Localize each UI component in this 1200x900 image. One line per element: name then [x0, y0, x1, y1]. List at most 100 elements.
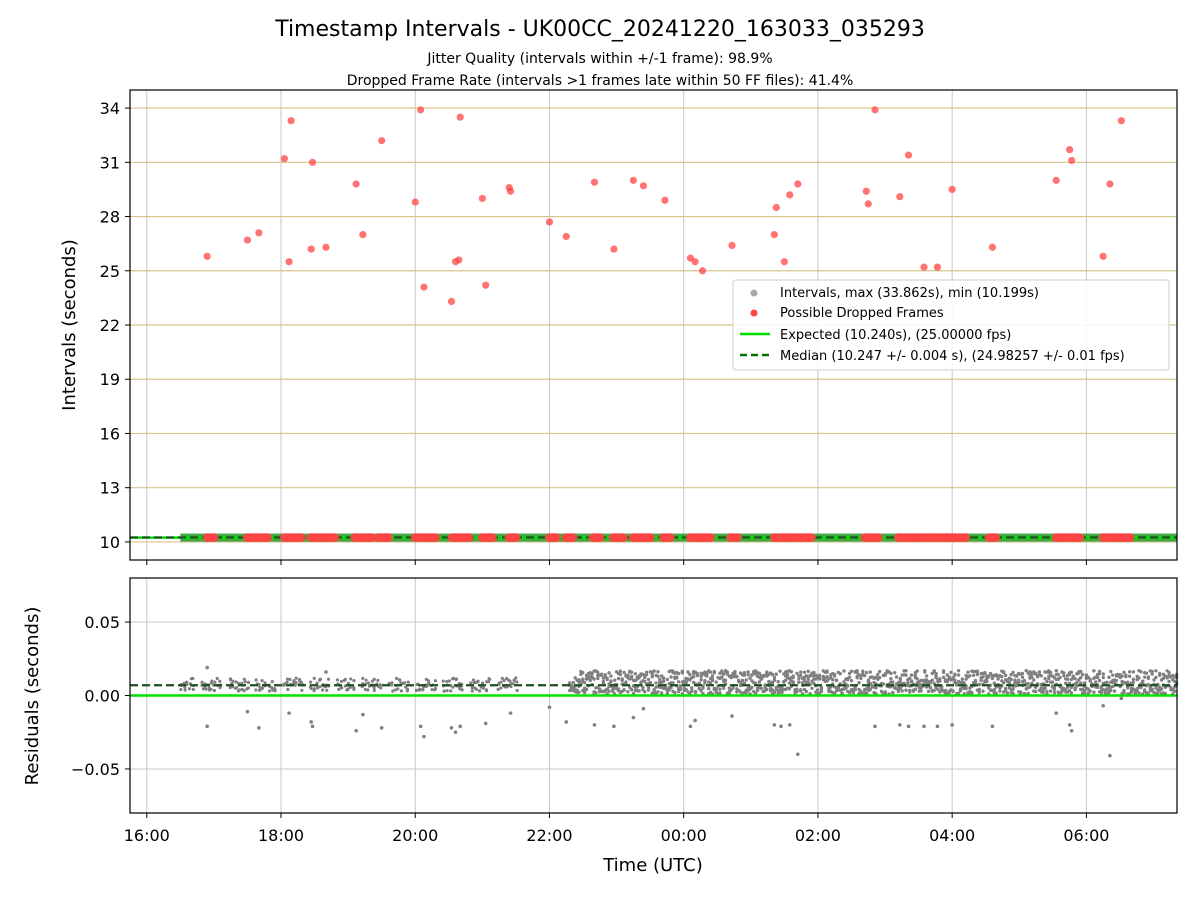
residual-point	[757, 680, 762, 684]
residual-point	[471, 678, 476, 682]
residual-point	[746, 673, 750, 677]
intervals-y-tick-label: 34	[100, 99, 120, 118]
residual-point	[714, 680, 718, 684]
dropped-frame-point	[1052, 176, 1060, 184]
residual-point	[971, 673, 976, 678]
residual-point	[1033, 671, 1038, 675]
residual-point	[1000, 675, 1004, 679]
residual-point	[396, 687, 400, 691]
residual-point	[643, 679, 647, 684]
residual-point	[1052, 687, 1057, 692]
residual-point	[1131, 680, 1136, 684]
residual-point	[836, 685, 841, 690]
residual-outlier-point	[730, 714, 734, 718]
residual-point	[857, 681, 861, 685]
dropped-frame-point	[411, 198, 419, 206]
legend-intervals-label: Intervals, max (33.862s), min (10.199s)	[780, 286, 1039, 301]
dropped-frame-point	[308, 158, 317, 166]
residual-point	[234, 680, 238, 684]
residual-outlier-point	[245, 709, 250, 714]
residual-point	[500, 676, 504, 680]
residual-point	[686, 670, 690, 674]
dropped-frame-point	[307, 245, 315, 253]
residual-point	[983, 671, 987, 676]
residual-point	[661, 679, 666, 683]
residual-point	[701, 686, 705, 690]
legend-median-label: Median (10.247 +/- 0.004 s), (24.98257 +…	[780, 349, 1125, 364]
residual-point	[209, 687, 213, 691]
residual-point	[312, 676, 316, 681]
residual-point	[938, 677, 942, 681]
residual-outlier-point	[205, 724, 209, 729]
residual-outlier-point	[547, 705, 552, 710]
residual-point	[286, 687, 290, 692]
dropped-frame-point	[629, 176, 637, 184]
residual-point	[656, 670, 660, 674]
residual-point	[861, 669, 865, 673]
residual-point	[607, 671, 611, 675]
residual-point	[840, 691, 844, 695]
residual-point	[1067, 688, 1072, 693]
dropped-frame-point	[420, 283, 428, 291]
residual-point	[486, 680, 491, 684]
residual-point	[964, 677, 968, 681]
residual-point	[1075, 680, 1079, 684]
dropped-frame-base-point	[1125, 533, 1135, 543]
residual-point	[1095, 675, 1100, 680]
residual-point	[906, 680, 910, 685]
residual-point	[977, 682, 981, 687]
residual-point	[363, 687, 367, 692]
residual-point	[784, 678, 788, 682]
residual-point	[915, 669, 919, 673]
dropped-frame-base-point	[991, 533, 1001, 543]
residual-point	[1050, 680, 1055, 684]
residual-point	[1022, 679, 1027, 683]
residual-point	[958, 688, 963, 693]
legend-frame	[732, 279, 1170, 371]
residual-point	[1131, 670, 1136, 674]
residual-outlier-point	[592, 723, 597, 727]
residual-outlier-point	[361, 712, 365, 717]
residual-point	[609, 674, 613, 678]
residual-point	[742, 671, 747, 675]
residual-point	[915, 677, 919, 681]
residual-point	[802, 670, 807, 674]
residual-point	[1082, 681, 1087, 685]
residual-point	[267, 689, 272, 693]
residual-point	[690, 689, 694, 693]
dropped-frame-point	[896, 193, 904, 201]
residual-point	[891, 680, 895, 684]
dropped-frame-base-point	[383, 533, 393, 543]
dropped-frame-point	[280, 155, 288, 163]
residual-point	[710, 677, 715, 681]
residual-point	[326, 677, 331, 681]
residual-point	[1124, 674, 1128, 679]
residual-point	[212, 688, 216, 693]
residual-point	[904, 669, 908, 673]
residual-point	[447, 679, 451, 683]
residual-point	[397, 678, 401, 682]
residual-point	[656, 690, 660, 694]
residual-point	[246, 680, 251, 684]
residual-outlier-point	[873, 724, 877, 729]
dropped-frame-point	[352, 180, 360, 188]
residual-point	[1150, 672, 1154, 676]
residual-outlier-point	[309, 720, 314, 724]
residual-point	[855, 676, 859, 680]
residual-point	[759, 686, 763, 691]
residual-point	[810, 686, 814, 690]
residual-point	[185, 680, 189, 684]
residual-point	[772, 675, 777, 680]
residual-point	[218, 679, 222, 683]
residual-point	[1048, 689, 1053, 693]
residual-point	[874, 686, 878, 690]
dropped-frame-point	[285, 258, 293, 266]
residual-point	[1111, 684, 1115, 689]
legend-expected-label: Expected (10.240s), (25.00000 fps)	[780, 328, 1011, 343]
residual-point	[515, 680, 519, 684]
residual-point	[514, 676, 518, 680]
residual-point	[646, 677, 651, 682]
residual-outlier-point	[418, 724, 423, 729]
residual-point	[1165, 676, 1169, 680]
residual-point	[1003, 673, 1008, 678]
